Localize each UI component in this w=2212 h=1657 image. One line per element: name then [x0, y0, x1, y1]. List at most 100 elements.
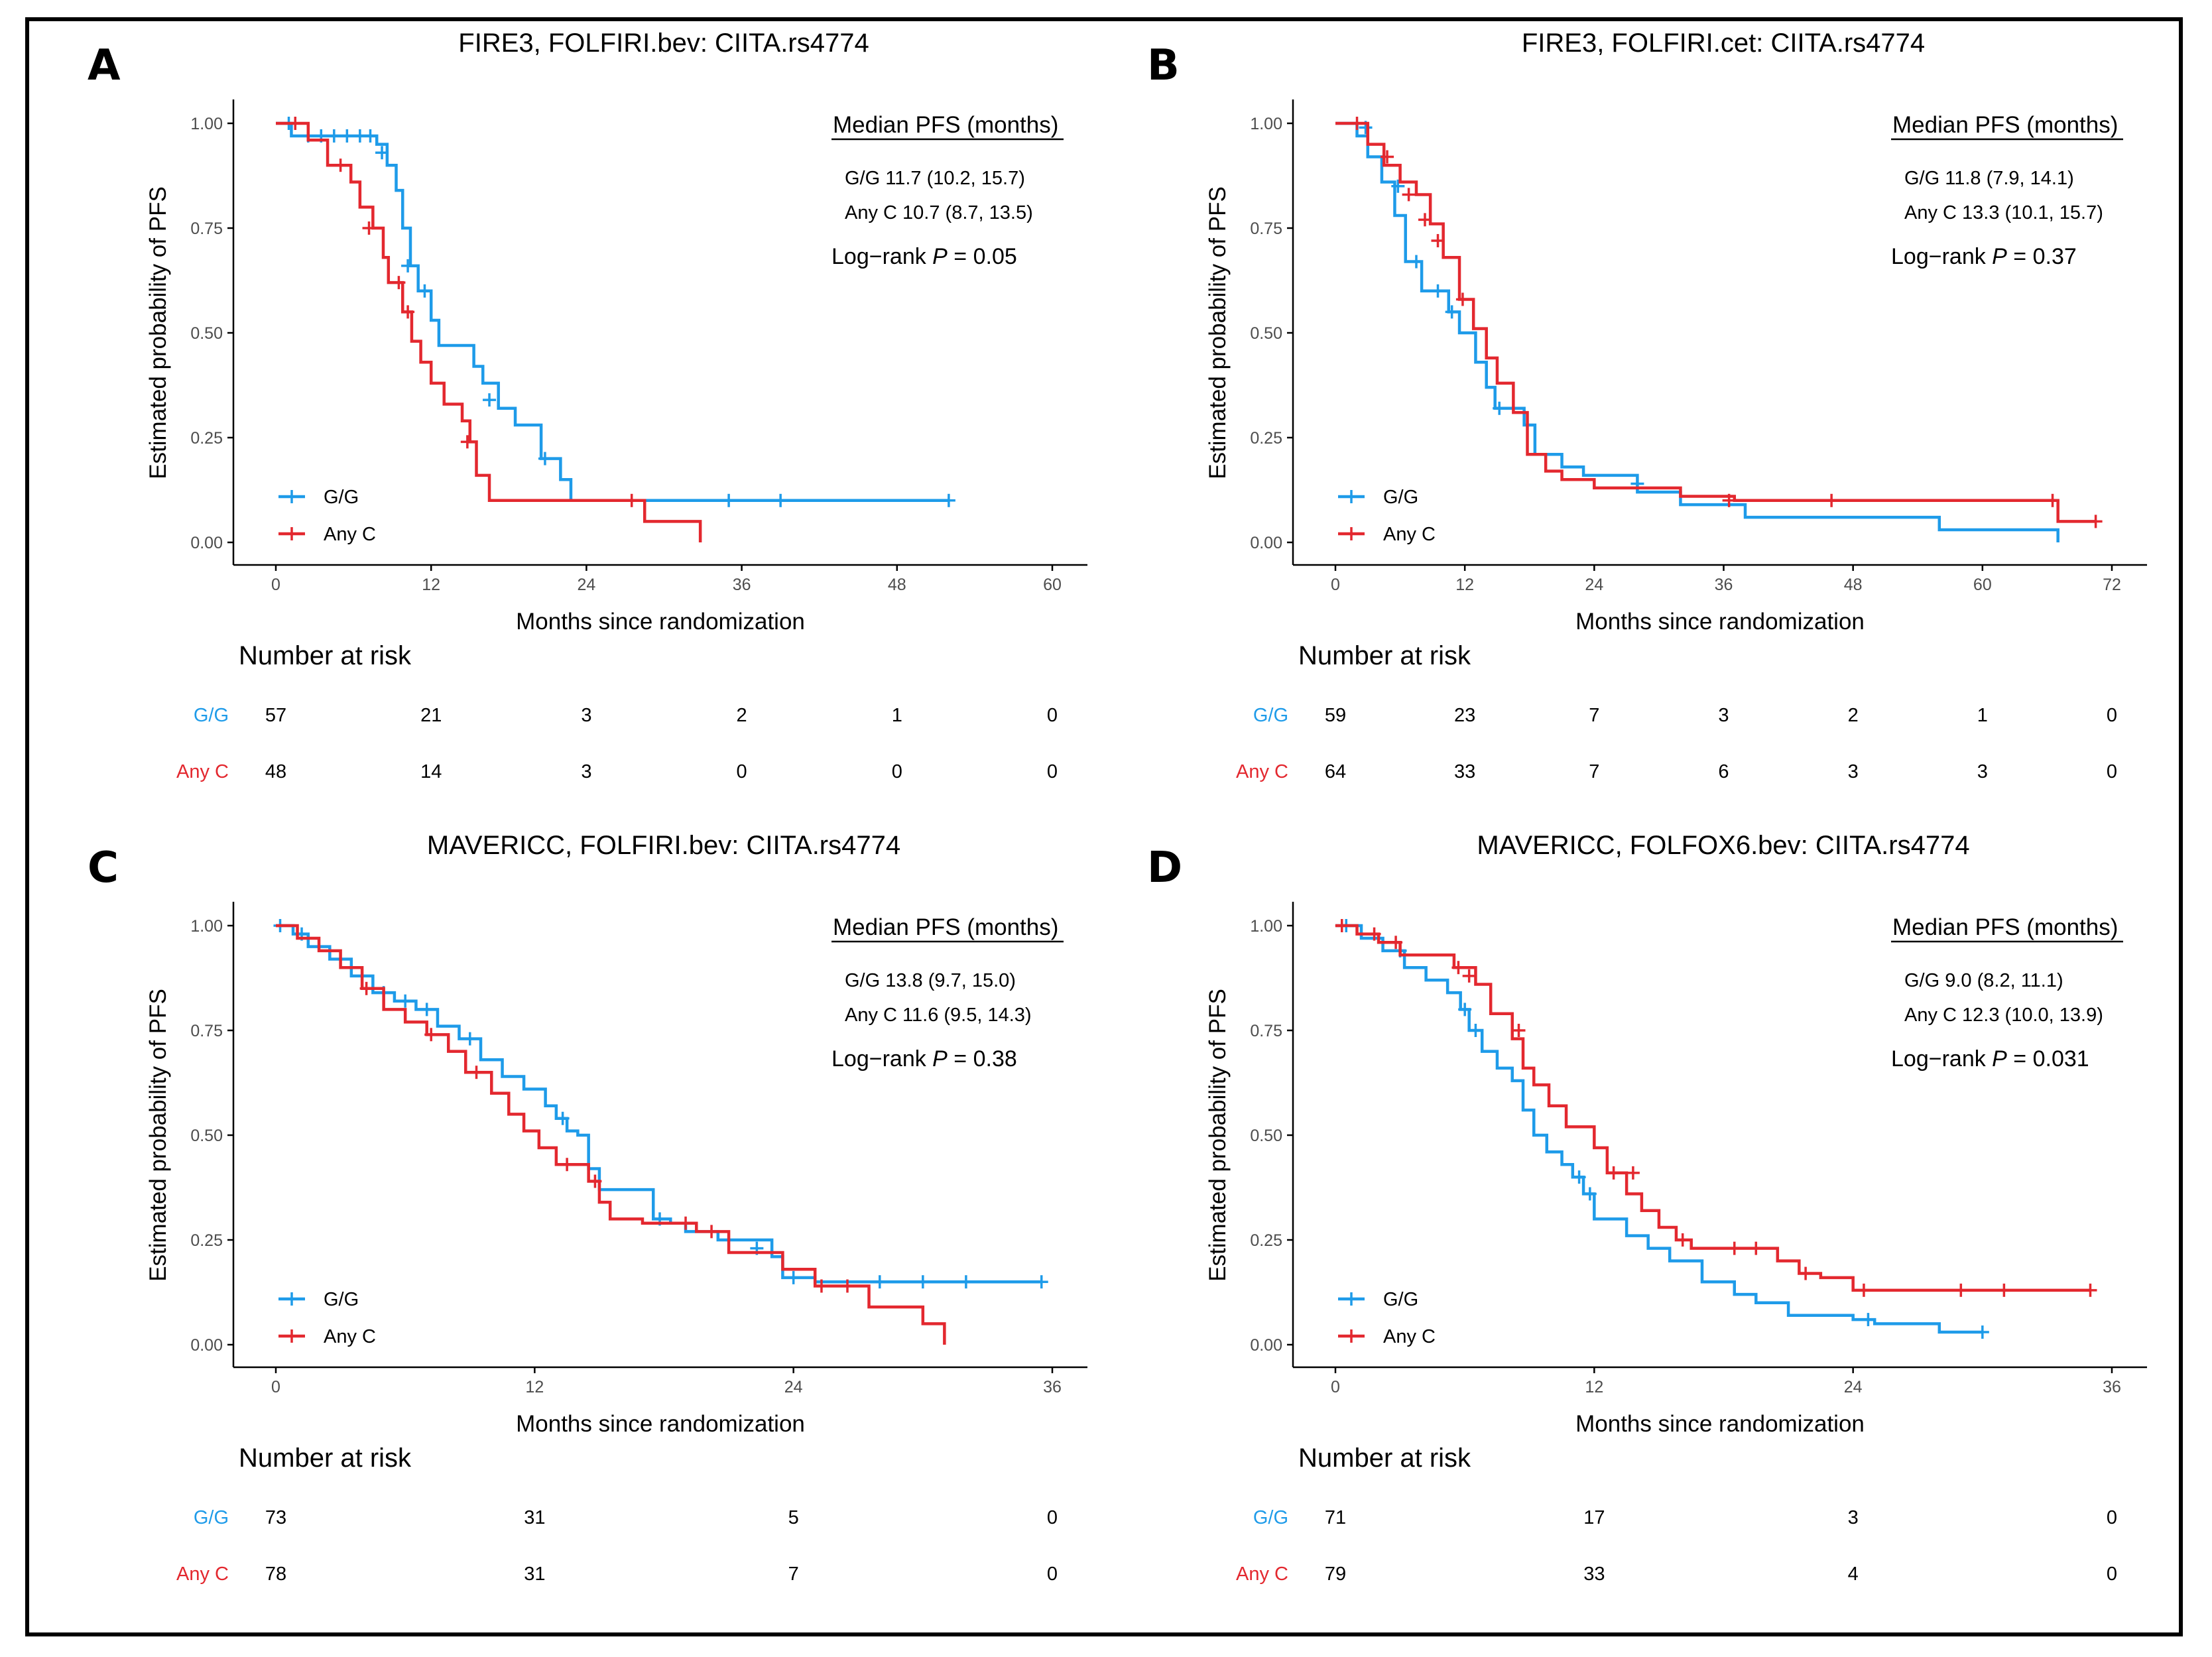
- legend-entry: G/G: [1338, 1289, 1418, 1310]
- median-pfs-row: G/G 11.7 (10.2, 15.7): [845, 168, 1025, 189]
- censor-mark: [1825, 493, 1839, 507]
- legend-entry: Any C: [278, 1326, 376, 1347]
- risk-count: 31: [524, 1564, 545, 1585]
- censor-mark: [1034, 1275, 1048, 1289]
- legend-entry: Any C: [1338, 524, 1436, 545]
- panel-title: MAVERICC, FOLFOX6.bev: CIITA.rs4774: [1477, 831, 1969, 860]
- y-tick-label: 0.00: [1250, 1336, 1282, 1355]
- y-tick-label: 0.25: [190, 429, 223, 448]
- risk-count: 0: [2107, 705, 2117, 726]
- legend-label: Any C: [324, 1326, 376, 1347]
- y-tick-label: 1.00: [1250, 917, 1282, 936]
- censor-mark: [1418, 213, 1432, 227]
- median-pfs-row: Any C 11.6 (9.5, 14.3): [845, 1005, 1032, 1026]
- y-tick-label: 0.50: [1250, 324, 1282, 343]
- risk-row-label: G/G: [1253, 1507, 1288, 1528]
- risk-table-title: Number at risk: [239, 1443, 412, 1473]
- censor-mark: [363, 129, 377, 143]
- risk-row-label: Any C: [176, 761, 229, 782]
- gg-survival-curve: [1335, 924, 1983, 1334]
- risk-count: 0: [1047, 705, 1058, 726]
- risk-row-label: Any C: [1236, 761, 1288, 782]
- risk-row-label: Any C: [1236, 1564, 1288, 1585]
- censor-mark: [1857, 1283, 1871, 1297]
- censor-mark: [1431, 284, 1445, 298]
- censor-mark: [424, 1028, 438, 1042]
- censor-mark: [1607, 1166, 1621, 1180]
- censor-mark: [942, 493, 955, 507]
- censor-mark: [560, 1158, 574, 1172]
- median-pfs-heading: Median PFS (months): [1892, 914, 2118, 940]
- censor-mark: [814, 1279, 828, 1293]
- censor-mark: [362, 221, 376, 235]
- x-tick-label: 0: [271, 576, 280, 594]
- risk-count: 2: [737, 705, 747, 726]
- y-tick-label: 1.00: [190, 917, 223, 936]
- censor-mark: [483, 393, 497, 407]
- logrank-prefix: Log−rank: [831, 1046, 932, 1072]
- y-axis-title: Estimated probability of PFS: [1205, 989, 1231, 1282]
- censor-mark: [1391, 179, 1405, 193]
- censor-mark: [538, 452, 552, 465]
- median-pfs-row: G/G 9.0 (8.2, 11.1): [1904, 970, 2063, 991]
- figure-frame: [25, 17, 2183, 1636]
- censor-mark: [1727, 1241, 1741, 1255]
- median-pfs-value: 13.3 (10.1, 15.7): [1962, 202, 2103, 223]
- censor-mark: [1676, 1233, 1690, 1247]
- legend-label: Any C: [324, 524, 376, 545]
- censor-mark: [1583, 1187, 1597, 1201]
- anyc-survival-curve: [276, 121, 702, 542]
- legend-label: G/G: [1383, 1289, 1418, 1310]
- risk-count: 3: [1977, 761, 1988, 782]
- logrank-p-symbol: P: [1992, 244, 2007, 269]
- censor-mark: [1749, 1241, 1763, 1255]
- risk-count: 14: [420, 761, 442, 782]
- y-tick-label: 0.00: [190, 1336, 223, 1355]
- legend-entry: G/G: [278, 1289, 359, 1310]
- logrank-p-symbol: P: [1992, 1046, 2007, 1072]
- censor-mark: [840, 1279, 854, 1293]
- x-tick-label: 12: [1585, 1378, 1603, 1396]
- censor-mark: [1451, 961, 1465, 975]
- censor-mark: [334, 158, 347, 172]
- y-tick-label: 1.00: [1250, 115, 1282, 133]
- censor-mark: [1335, 919, 1349, 932]
- risk-count: 4: [1848, 1564, 1859, 1585]
- x-tick-label: 24: [577, 576, 595, 594]
- logrank-p: Log−rank P = 0.38: [831, 1046, 1017, 1072]
- censor-mark: [679, 1216, 693, 1230]
- y-tick-label: 0.25: [1250, 429, 1282, 448]
- y-tick-label: 0.75: [1250, 1022, 1282, 1040]
- anyc-survival-curve: [1335, 924, 2091, 1292]
- risk-count: 7: [1589, 761, 1599, 782]
- risk-count: 33: [1454, 761, 1475, 782]
- x-tick-label: 12: [525, 1378, 544, 1396]
- logrank-value: = 0.38: [948, 1046, 1017, 1072]
- censor-mark: [1389, 936, 1403, 950]
- risk-count: 71: [1325, 1507, 1346, 1528]
- censor-mark: [1469, 1024, 1483, 1037]
- panel-c: C MAVERICC, FOLFIRI.bev: CIITA.rs4774 0.00…: [88, 831, 1087, 1585]
- censor-mark: [2083, 1283, 2097, 1297]
- censor-mark: [1458, 1003, 1472, 1016]
- censor-mark: [418, 284, 432, 298]
- y-axis-title: Estimated probability of PFS: [145, 989, 171, 1282]
- censor-mark: [1722, 493, 1736, 507]
- censor-mark: [2089, 515, 2103, 528]
- median-pfs-heading: Median PFS (months): [833, 914, 1058, 940]
- legend-label: G/G: [1383, 487, 1418, 508]
- logrank-p: Log−rank P = 0.37: [1891, 244, 2077, 269]
- y-tick-label: 0.50: [190, 1127, 223, 1145]
- risk-count: 0: [737, 761, 747, 782]
- censor-mark: [1954, 1283, 1968, 1297]
- legend-entry: Any C: [1338, 1326, 1436, 1347]
- censor-mark: [340, 129, 354, 143]
- median-pfs-label: Any C: [845, 202, 897, 223]
- risk-count: 21: [420, 705, 442, 726]
- censor-mark: [786, 1270, 800, 1284]
- censor-mark: [1455, 292, 1469, 306]
- y-tick-label: 0.75: [1250, 219, 1282, 238]
- panel-title: FIRE3, FOLFIRI.cet: CIITA.rs4774: [1522, 29, 1925, 58]
- risk-count: 0: [1047, 1564, 1058, 1585]
- y-tick-label: 0.25: [190, 1231, 223, 1250]
